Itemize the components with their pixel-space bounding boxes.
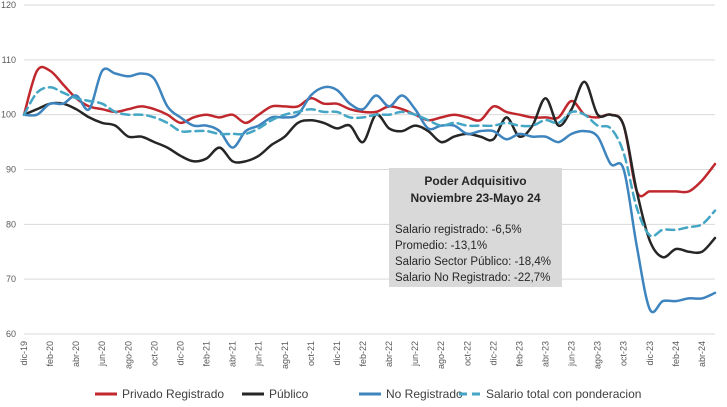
series-line-no-registrado bbox=[22, 67, 717, 314]
y-tick-label: 90 bbox=[6, 165, 16, 175]
y-tick-label: 110 bbox=[2, 55, 16, 65]
series-line-salario-total-con-ponderacion bbox=[22, 86, 717, 238]
y-axis-ticks: 60 70 80 90 100 110 120 bbox=[1, 0, 16, 339]
x-tick-label: jun-21 bbox=[254, 341, 264, 367]
y-tick-label: 60 bbox=[6, 329, 16, 339]
annotation-line: Salario No Registrado: -22,7% bbox=[395, 272, 550, 284]
legend-label: Privado Registrado bbox=[122, 387, 224, 401]
x-tick-label: dic-19 bbox=[19, 341, 29, 366]
x-tick-label: abr-24 bbox=[697, 341, 707, 367]
annotation-line: Salario Sector Público: -18,4% bbox=[395, 256, 551, 268]
x-tick-label: dic-20 bbox=[175, 341, 185, 366]
legend: Privado Registrado Público No Registrado Sa… bbox=[95, 387, 641, 401]
x-tick-label: ago-21 bbox=[280, 341, 290, 369]
x-tick-label: dic-22 bbox=[488, 341, 498, 366]
x-tick-label: jun-20 bbox=[97, 341, 107, 367]
x-tick-label: feb-21 bbox=[202, 341, 212, 367]
legend-label: Salario total con ponderacion bbox=[486, 387, 641, 401]
annotation-line: Salario registrado: -6,5% bbox=[395, 224, 522, 236]
annotation-title-line1: Poder Adquisitivo bbox=[424, 174, 526, 188]
x-tick-label: oct-22 bbox=[462, 341, 472, 366]
x-tick-label: jun-23 bbox=[567, 341, 577, 367]
series-line-p-blico bbox=[22, 80, 717, 259]
x-tick-label: feb-24 bbox=[671, 341, 681, 367]
x-tick-label: oct-23 bbox=[619, 341, 629, 366]
x-tick-label: abr-23 bbox=[541, 341, 551, 367]
y-tick-label: 70 bbox=[6, 274, 16, 284]
x-tick-label: ago-20 bbox=[123, 341, 133, 369]
x-tick-label: jun-22 bbox=[410, 341, 420, 367]
x-tick-label: feb-20 bbox=[45, 341, 55, 367]
legend-label: No Registrado bbox=[386, 387, 463, 401]
annotation-box: Poder Adquisitivo Noviembre 23-Mayo 24 S… bbox=[389, 168, 562, 287]
series-lines bbox=[22, 65, 717, 314]
x-tick-label: feb-22 bbox=[358, 341, 368, 367]
x-tick-label: abr-21 bbox=[228, 341, 238, 367]
x-tick-label: ago-22 bbox=[436, 341, 446, 369]
x-tick-label: dic-23 bbox=[645, 341, 655, 366]
x-axis-ticks: dic-19 feb-20 abr-20 jun-20 ago-20 oct-20 dic-… bbox=[19, 341, 707, 369]
annotation-title-line2: Noviembre 23-Mayo 24 bbox=[410, 191, 540, 205]
y-tick-label: 80 bbox=[6, 219, 16, 229]
gridlines bbox=[24, 4, 715, 335]
y-tick-label: 100 bbox=[1, 110, 16, 120]
x-tick-label: oct-21 bbox=[306, 341, 316, 366]
y-tick-label: 120 bbox=[1, 0, 16, 10]
x-tick-label: oct-20 bbox=[149, 341, 159, 366]
legend-label: Público bbox=[269, 387, 309, 401]
annotation-line: Promedio: -13,1% bbox=[395, 240, 487, 252]
x-tick-label: ago-23 bbox=[593, 341, 603, 369]
x-tick-label: abr-22 bbox=[384, 341, 394, 367]
x-tick-label: abr-20 bbox=[71, 341, 81, 367]
x-tick-label: dic-21 bbox=[332, 341, 342, 366]
x-tick-label: feb-23 bbox=[514, 341, 524, 367]
annotation-background bbox=[389, 168, 562, 287]
